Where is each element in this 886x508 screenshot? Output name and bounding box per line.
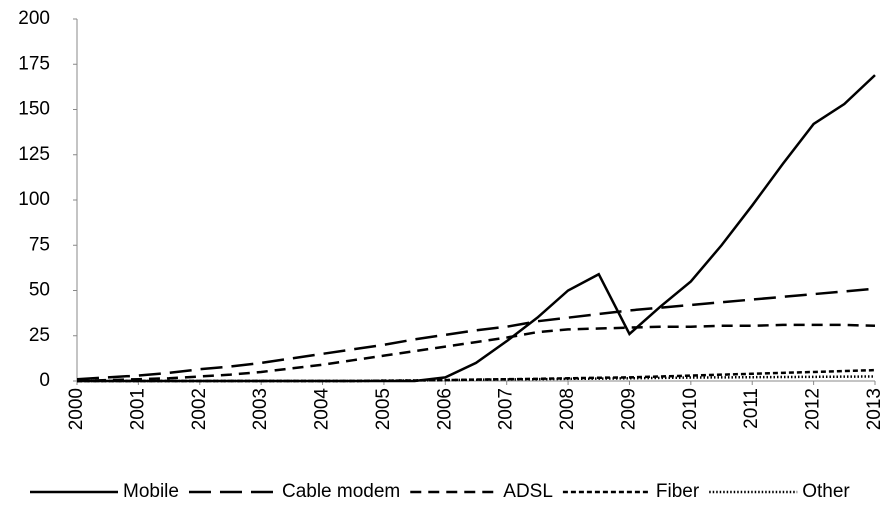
y-tick-label: 175: [18, 53, 50, 74]
series-line: [76, 287, 876, 381]
x-tick-label: 2000: [66, 388, 87, 430]
series-line: [77, 375, 876, 383]
x-tick-label: 2005: [373, 388, 394, 430]
y-tick-label: 0: [39, 370, 50, 391]
legend-label: ADSL: [503, 481, 553, 502]
x-tick-label: 2004: [312, 388, 333, 431]
x-tick-label: 2010: [680, 388, 701, 430]
legend-label: Cable modem: [282, 481, 400, 502]
x-tick-label: 2013: [864, 388, 885, 430]
x-tick-label: 2003: [250, 388, 271, 430]
x-tick-label: 2012: [803, 388, 824, 430]
y-tick-label: 75: [29, 234, 50, 255]
y-tick-label: 25: [29, 325, 50, 346]
y-tick-label: 150: [18, 99, 50, 120]
y-tick-label: 100: [18, 189, 50, 210]
y-tick-label: 200: [18, 8, 50, 29]
x-tick-label: 2009: [618, 388, 639, 430]
x-tick-label: 2001: [127, 388, 148, 430]
y-tick-label: 125: [18, 144, 50, 165]
y-tick-label: 50: [29, 280, 50, 301]
legend-label: Mobile: [123, 481, 179, 502]
series-line: [77, 74, 876, 383]
x-tick-label: 2011: [741, 388, 762, 429]
x-tick-label: 2007: [496, 388, 517, 430]
x-tick-label: 2002: [189, 388, 210, 430]
legend-label: Fiber: [656, 481, 700, 502]
x-tick-label: 2008: [557, 388, 578, 430]
legend-label: Other: [802, 481, 850, 502]
series-line: [76, 323, 876, 383]
x-tick-label: 2006: [434, 388, 455, 430]
